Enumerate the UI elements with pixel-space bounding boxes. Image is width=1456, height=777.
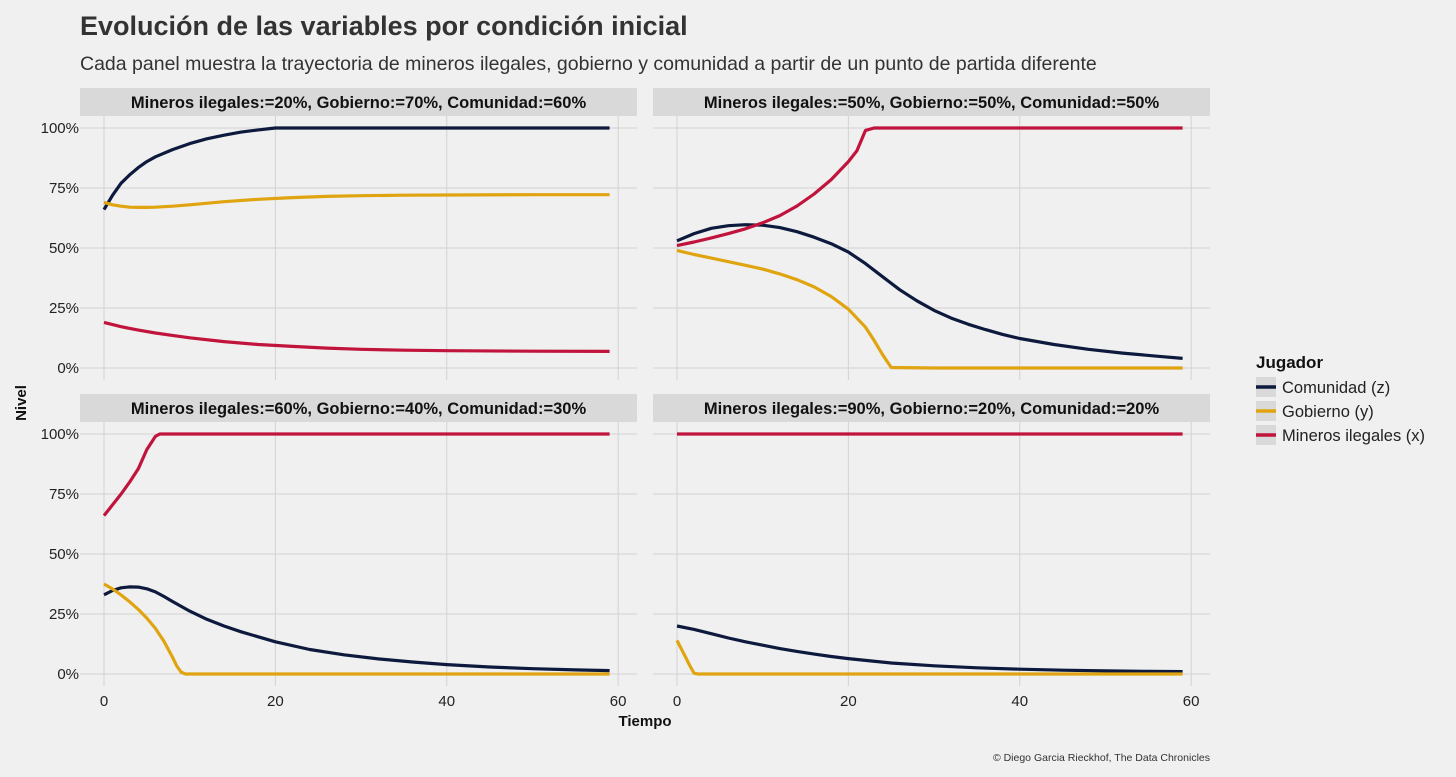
series-line-gobierno	[103, 193, 610, 209]
x-tick-label: 20	[840, 693, 857, 710]
legend-label: Gobierno (y)	[1282, 403, 1374, 421]
panels: Mineros ilegales:=20%, Gobierno:=70%, Co…	[41, 88, 1210, 710]
y-tick-label: 50%	[49, 546, 79, 563]
legend-label: Comunidad (z)	[1282, 379, 1390, 397]
series-line-comunidad	[676, 624, 1183, 674]
x-axis-title: Tiempo	[618, 713, 671, 730]
x-tick-label: 0	[100, 693, 108, 710]
legend-label: Mineros ilegales (x)	[1282, 427, 1425, 445]
y-tick-label: 100%	[41, 426, 79, 443]
x-tick-label: 0	[673, 693, 681, 710]
facet-strip-label: Mineros ilegales:=90%, Gobierno:=20%, Co…	[704, 400, 1160, 418]
x-tick-label: 20	[267, 693, 284, 710]
y-tick-label: 25%	[49, 606, 79, 623]
x-tick-label: 40	[1011, 693, 1028, 710]
facet-strip-label: Mineros ilegales:=50%, Gobierno:=50%, Co…	[704, 94, 1160, 112]
y-tick-label: 75%	[49, 486, 79, 503]
x-tick-label: 60	[1183, 693, 1200, 710]
series-line-comunidad	[102, 126, 610, 211]
caption: © Diego Garcia Rieckhof, The Data Chroni…	[993, 752, 1210, 764]
x-tick-label: 60	[610, 693, 627, 710]
x-tick-label: 40	[438, 693, 455, 710]
y-axis-title: Nivel	[13, 385, 30, 421]
y-tick-label: 0%	[57, 666, 79, 683]
facet-panel-2: Mineros ilegales:=50%, Gobierno:=50%, Co…	[653, 88, 1210, 380]
facet-strip	[80, 394, 637, 422]
facet-panel-4: Mineros ilegales:=90%, Gobierno:=20%, Co…	[653, 394, 1210, 710]
series-line-gobierno	[675, 639, 1183, 676]
chart-subtitle: Cada panel muestra la trayectoria de min…	[80, 53, 1097, 75]
facet-strip-label: Mineros ilegales:=20%, Gobierno:=70%, Co…	[131, 94, 587, 112]
legend-item: Comunidad (z)	[1256, 377, 1390, 397]
y-tick-label: 50%	[49, 240, 79, 257]
legend-item: Gobierno (y)	[1256, 401, 1374, 421]
legend: Jugador Comunidad (z) Gobierno (y) Mineros…	[1256, 353, 1425, 445]
facet-panel-1: Mineros ilegales:=20%, Gobierno:=70%, Co…	[41, 88, 637, 380]
facet-strip	[653, 394, 1210, 422]
y-tick-label: 25%	[49, 300, 79, 317]
y-tick-label: 0%	[57, 360, 79, 377]
y-tick-label: 75%	[49, 180, 79, 197]
series-line-mineros-ilegales	[103, 320, 610, 353]
series-line-gobierno	[103, 582, 610, 676]
y-tick-label: 100%	[41, 120, 79, 137]
chart-title: Evolución de las variables por condición…	[80, 11, 688, 41]
facet-strip-label: Mineros ilegales:=60%, Gobierno:=40%, Co…	[131, 400, 587, 418]
series-line-mineros-ilegales	[676, 126, 1183, 248]
facet-strip	[653, 88, 1210, 116]
facet-strip	[80, 88, 637, 116]
series-line-comunidad	[676, 223, 1183, 360]
facet-panel-3: Mineros ilegales:=60%, Gobierno:=40%, Co…	[41, 394, 637, 710]
series-line-comunidad	[103, 585, 610, 673]
series-line-gobierno	[676, 248, 1183, 370]
legend-item: Mineros ilegales (x)	[1256, 425, 1425, 445]
legend-title: Jugador	[1256, 353, 1323, 372]
series-line-mineros-ilegales	[102, 432, 610, 517]
